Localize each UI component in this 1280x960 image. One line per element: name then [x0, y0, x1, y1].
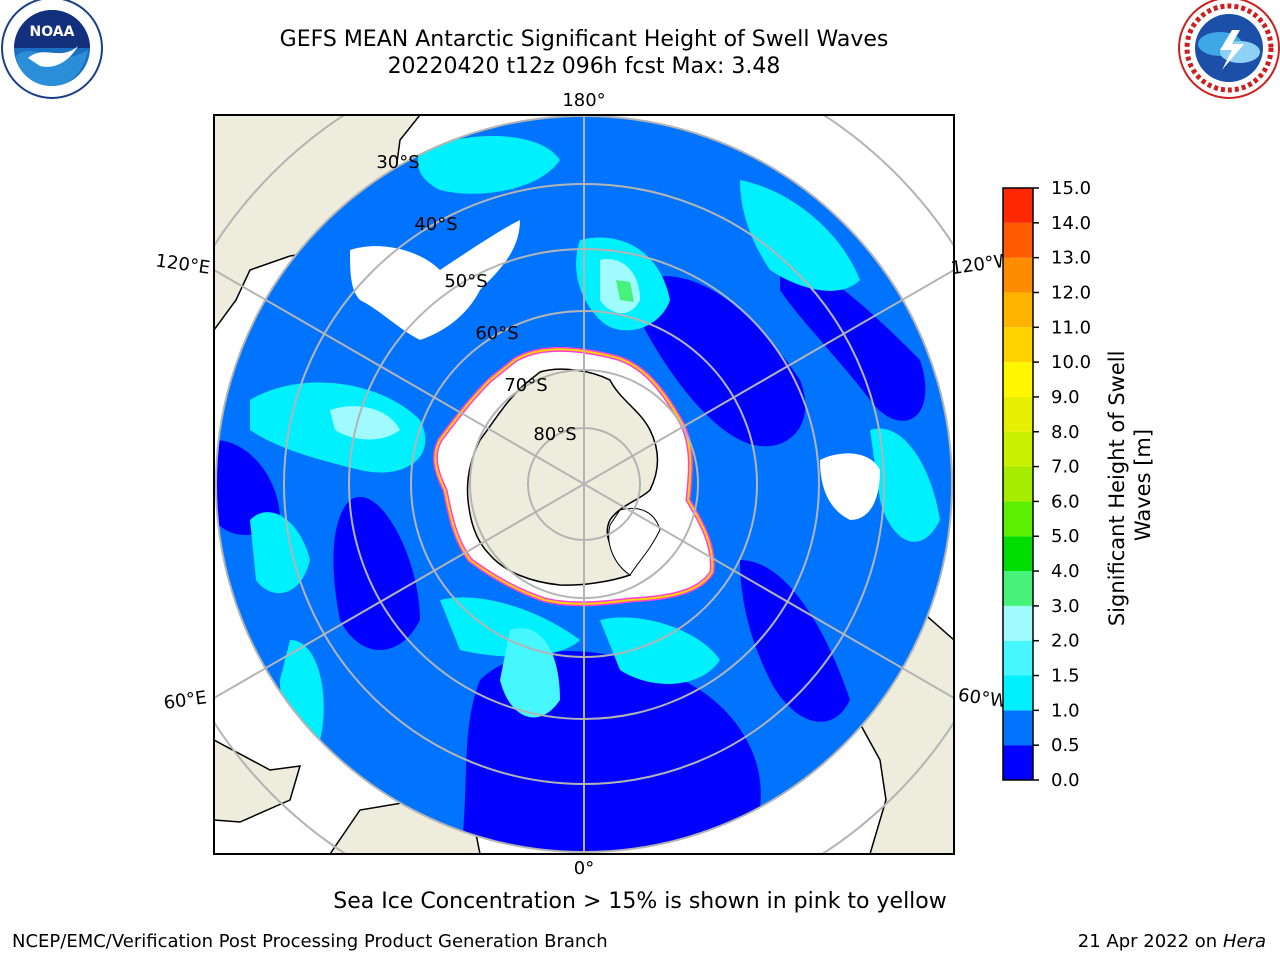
colorbar-tick-label: 13.0 [1051, 248, 1091, 269]
colorbar-tick-label: 4.0 [1051, 561, 1080, 582]
antarctica [432, 346, 715, 607]
colorbar-border [1002, 187, 1034, 781]
lat-label-60s: 60°S [475, 323, 518, 344]
colorbar-segment [1003, 710, 1033, 746]
colorbar-segment [1003, 292, 1033, 328]
colorbar-segment [1003, 536, 1033, 572]
colorbar-segment [1003, 362, 1033, 397]
lat-label-40s: 40°S [414, 214, 457, 235]
colorbar-tick-label: 9.0 [1051, 387, 1080, 408]
map-subtitle: 20220420 t12z 096h fcst Max: 3.48 [387, 54, 781, 79]
noaa-logo-text: NOAA [30, 24, 75, 40]
colorbar: 0.0 0.5 1.0 1.5 2.0 3.0 4.0 5.0 6.0 7.0 8.0 9.0 10.0… [1002, 178, 1091, 791]
graticule [214, 115, 954, 854]
colorbar-label-line2: Waves [m] [1131, 429, 1155, 541]
lon-label-60w: 60°W [957, 685, 1009, 713]
colorbar-tick-label: 15.0 [1051, 178, 1091, 199]
lat-label-70s: 70°S [504, 375, 547, 396]
footer-date: 21 Apr 2022 on Hera [1078, 931, 1266, 952]
colorbar-segment [1003, 431, 1033, 467]
colorbar-label-line1: Significant Height of Swell [1105, 351, 1129, 627]
lon-label-120e: 120°E [154, 250, 211, 278]
colorbar-tick-label: 8.0 [1051, 422, 1080, 443]
lat-label-80s: 80°S [533, 424, 576, 445]
colorbar-tick-label: 1.5 [1051, 666, 1080, 687]
colorbar-segment [1003, 327, 1033, 363]
colorbar-tick-label: 12.0 [1051, 282, 1091, 303]
colorbar-segment [1003, 257, 1033, 293]
lon-label-60e: 60°E [162, 687, 208, 714]
footer-date-text: 21 Apr 2022 on [1077, 931, 1223, 952]
colorbar-segment [1003, 188, 1033, 223]
colorbar-segment [1003, 745, 1033, 780]
lat-label-50s: 50°S [444, 271, 487, 292]
colorbar-tick-label: 5.0 [1051, 526, 1080, 547]
colorbar-tick-label: 10.0 [1051, 352, 1091, 373]
map-border [213, 114, 955, 855]
lat-label-30s: 30°S [376, 152, 419, 173]
colorbar-label: Significant Height of Swell Waves [m] [1105, 344, 1155, 626]
nws-logo [1178, 0, 1280, 99]
noaa-logo: NOAA [1, 0, 103, 99]
colorbar-segment [1003, 571, 1033, 606]
colorbar-segment [1003, 466, 1033, 502]
colorbar-tick-label: 2.0 [1051, 631, 1080, 652]
colorbar-tick-label: 0.0 [1051, 770, 1080, 791]
map-title: GEFS MEAN Antarctic Significant Height o… [279, 27, 889, 52]
footer-branch: NCEP/EMC/Verification Post Processing Pr… [12, 931, 608, 952]
lon-label-0: 0° [574, 858, 594, 879]
colorbar-tick-label: 3.0 [1051, 596, 1080, 617]
colorbar-segment [1003, 222, 1033, 258]
colorbar-segment [1003, 605, 1033, 641]
colorbar-tick-label: 6.0 [1051, 491, 1080, 512]
footer-machine: Hera [1222, 931, 1266, 952]
colorbar-segment [1003, 501, 1033, 537]
colorbar-tick-label: 14.0 [1051, 213, 1091, 234]
colorbar-tick-label: 0.5 [1051, 735, 1080, 756]
lon-label-180: 180° [562, 90, 605, 111]
colorbar-segment [1003, 640, 1033, 676]
colorbar-tick-label: 11.0 [1051, 317, 1091, 338]
colorbar-segment [1003, 396, 1033, 432]
sea-ice-note: Sea Ice Concentration > 15% is shown in … [333, 889, 947, 914]
colorbar-tick-label: 1.0 [1051, 700, 1080, 721]
colorbar-tick-label: 7.0 [1051, 457, 1080, 478]
colorbar-segment [1003, 675, 1033, 711]
